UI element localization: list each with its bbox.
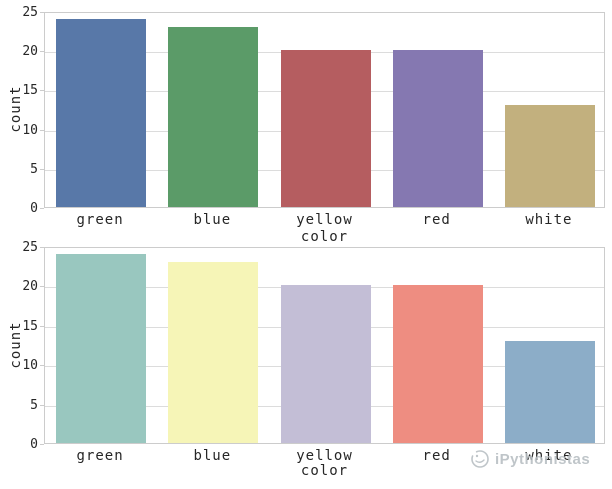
bar-yellow	[280, 50, 371, 207]
bar-red	[392, 285, 483, 443]
y-tick-label: 10	[22, 122, 38, 138]
y-tick-label: 0	[30, 201, 38, 216]
bar-white	[504, 105, 595, 207]
bar-blue	[168, 261, 259, 443]
y-tick-label: 10	[22, 358, 38, 374]
bar-green	[56, 253, 147, 443]
y-tick-mark	[40, 168, 44, 170]
y-tick-label: 5	[30, 397, 38, 413]
x-tick-label-yellow: yellow	[296, 212, 353, 228]
y-tick-mark	[40, 247, 44, 248]
plot-area	[44, 247, 605, 444]
x-tick-label-white: white	[525, 212, 573, 228]
x-tick-label-green: green	[76, 448, 124, 464]
x-tick-label-white: white	[525, 448, 573, 464]
x-axis-label: color	[300, 229, 349, 245]
y-tick-label: 5	[30, 161, 38, 177]
x-axis-label: color	[300, 463, 349, 479]
y-tick-mark	[40, 90, 44, 92]
x-tick-label-yellow: yellow	[296, 448, 353, 464]
y-tick-mark	[40, 404, 44, 406]
y-tick-label: 15	[22, 83, 38, 99]
x-tick-label-green: green	[76, 212, 124, 228]
bar-green	[56, 18, 147, 207]
y-tick-label: 20	[22, 44, 38, 60]
bar-yellow	[280, 285, 371, 443]
watermark: iPythonistas	[470, 449, 590, 469]
y-tick-mark	[40, 286, 44, 288]
x-tick-label-red: red	[422, 212, 451, 228]
y-tick-label: 0	[30, 437, 38, 452]
y-tick-mark	[40, 51, 44, 53]
y-tick-label: 25	[22, 240, 38, 255]
plot-area	[44, 12, 605, 208]
y-tick-label: 20	[22, 279, 38, 295]
y-tick-mark	[40, 325, 44, 327]
y-tick-label: 15	[22, 318, 38, 334]
y-tick-mark	[40, 12, 44, 13]
bar-white	[504, 340, 595, 443]
y-tick-mark	[40, 444, 44, 445]
y-tick-mark	[40, 129, 44, 131]
y-tick-label: 25	[22, 5, 38, 20]
watermark-text: iPythonistas	[495, 450, 591, 468]
x-tick-label-blue: blue	[193, 212, 232, 228]
bar-red	[392, 50, 483, 207]
y-tick-mark	[40, 365, 44, 367]
x-tick-label-red: red	[422, 448, 451, 464]
y-tick-mark	[40, 208, 44, 209]
x-tick-label-blue: blue	[193, 448, 232, 464]
ipythonistas-logo-icon	[471, 450, 489, 468]
bar-blue	[168, 26, 259, 207]
